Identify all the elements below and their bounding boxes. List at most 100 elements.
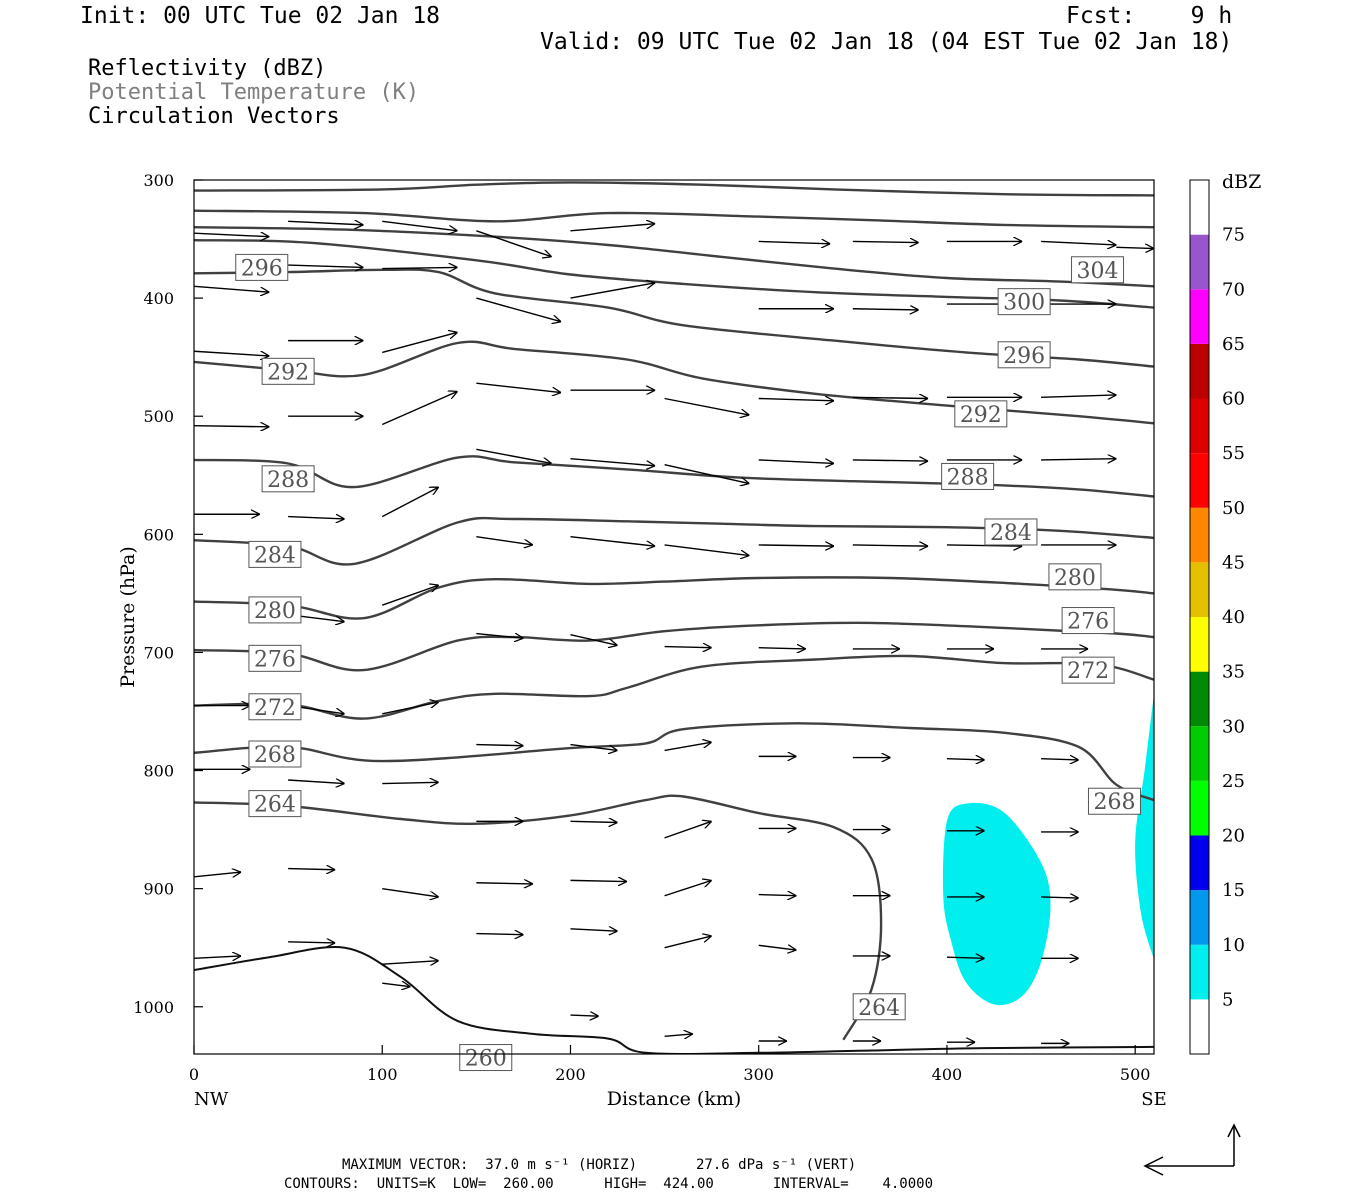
contour-label: 292 [954,400,1008,428]
colorbar-title: dBZ [1222,171,1261,193]
x-tick-label: 300 [743,1065,774,1084]
circulation-vector [382,961,438,965]
circulation-vector [1041,395,1116,397]
colorbar-swatch [1190,453,1209,508]
y-tick-label: 300 [143,171,174,190]
circulation-vector [382,267,457,268]
field-reflectivity: Reflectivity (dBZ) [88,56,327,81]
circulation-vector [1116,247,1154,248]
colorbar-label: 5 [1222,989,1233,1010]
circulation-vector [476,230,551,257]
x-tick-label: 400 [932,1065,963,1084]
isentrope-272 [194,654,1154,720]
circulation-vector [381,487,438,518]
x-end-label-nw: NW [194,1089,229,1110]
circulation-vector [382,585,438,606]
isentrope-288 [194,455,1154,498]
x-axis-label: Distance (km) [607,1088,742,1110]
colorbar-swatch [1190,999,1209,1054]
contour-label: 292 [261,357,315,385]
contour-label: 280 [1048,563,1102,591]
y-tick-label: 800 [143,762,174,781]
circulation-vector [476,632,523,639]
colorbar-label: 55 [1222,443,1245,464]
circulation-vector [476,745,523,746]
x-end-label-se: SE [1141,1089,1166,1110]
svg-text:276: 276 [1067,610,1109,635]
circulation-vector [1041,897,1079,898]
circulation-vector [288,869,335,870]
circulation-vector [382,983,410,987]
contour-label: 272 [1061,656,1115,684]
circulation-vector [382,887,438,897]
circulation-vector [194,872,241,878]
circulation-vector [852,241,919,242]
contour-label: 296 [235,253,289,281]
y-tick-label: 1000 [133,998,174,1017]
circulation-vector [758,895,797,896]
contour-label: 284 [984,518,1038,546]
svg-text:276: 276 [254,647,296,672]
vector-layer [194,221,1154,1043]
circulation-vector [758,648,806,649]
field-circulation-vectors: Circulation Vectors [88,104,340,129]
colorbar-swatch [1190,617,1209,672]
y-tick-label: 700 [143,643,174,662]
max-vector-note: MAXIMUM VECTOR: 37.0 m s⁻¹ (HORIZ) 27.6 … [342,1157,857,1173]
colorbar-label: 35 [1222,662,1245,683]
colorbar-label: 70 [1222,279,1245,300]
svg-text:284: 284 [254,543,296,568]
circulation-vector [946,545,1022,546]
circulation-vector [194,956,241,958]
colorbar-label: 65 [1222,334,1245,355]
field-potential-temperature: Potential Temperature (K) [88,80,420,105]
svg-text:264: 264 [254,793,296,818]
isentrope-276 [194,621,1154,672]
reflectivity-cell [1135,693,1154,960]
svg-text:268: 268 [254,743,296,768]
svg-text:272: 272 [1067,659,1109,684]
svg-text:264: 264 [858,996,900,1021]
contour-label: 304 [1071,256,1125,284]
circulation-vector [664,936,712,949]
plot-frame [193,179,1155,1055]
svg-text:280: 280 [1054,566,1096,591]
svg-text:288: 288 [947,465,989,490]
isentrope-280 [194,576,1154,620]
circulation-vector [664,647,712,648]
circulation-vector [664,742,712,752]
circulation-vector [758,241,831,243]
colorbar-label: 15 [1222,880,1245,901]
colorbar-swatch [1190,944,1209,1000]
circulation-vector [570,634,617,646]
svg-text:300: 300 [1003,291,1045,316]
isentrope-268 [194,722,1154,802]
circulation-vector [570,929,617,931]
circulation-vector [476,535,532,545]
circulation-vector [476,883,532,884]
circulation-vector [664,1034,693,1036]
isentrope-308 [194,209,1154,229]
colorbar-swatch [1190,780,1209,836]
svg-text:296: 296 [241,256,283,281]
circulation-vector [758,545,834,546]
circulation-vector [194,285,269,292]
circulation-vector [664,544,750,556]
contour-label: 268 [248,740,302,768]
circulation-vector [382,332,457,354]
colorbar-label: 30 [1222,716,1245,737]
circulation-vector [570,880,626,881]
colorbar: 5 10 15 20 25 30 35 40 45 50 55 60 65 70 75 dBZ [1189,171,1261,1055]
colorbar-swatch [1190,890,1209,945]
contour-label: 300 [997,288,1051,316]
circulation-vector [570,535,655,546]
y-tick-label: 600 [143,525,174,544]
circulation-vector [852,545,928,546]
colorbar-swatch [1190,343,1209,399]
circulation-vector [381,391,457,426]
circulation-vector [852,460,928,461]
colorbar-label: 10 [1222,935,1245,956]
x-tick-label: 200 [555,1065,586,1084]
circulation-vector [758,399,834,401]
